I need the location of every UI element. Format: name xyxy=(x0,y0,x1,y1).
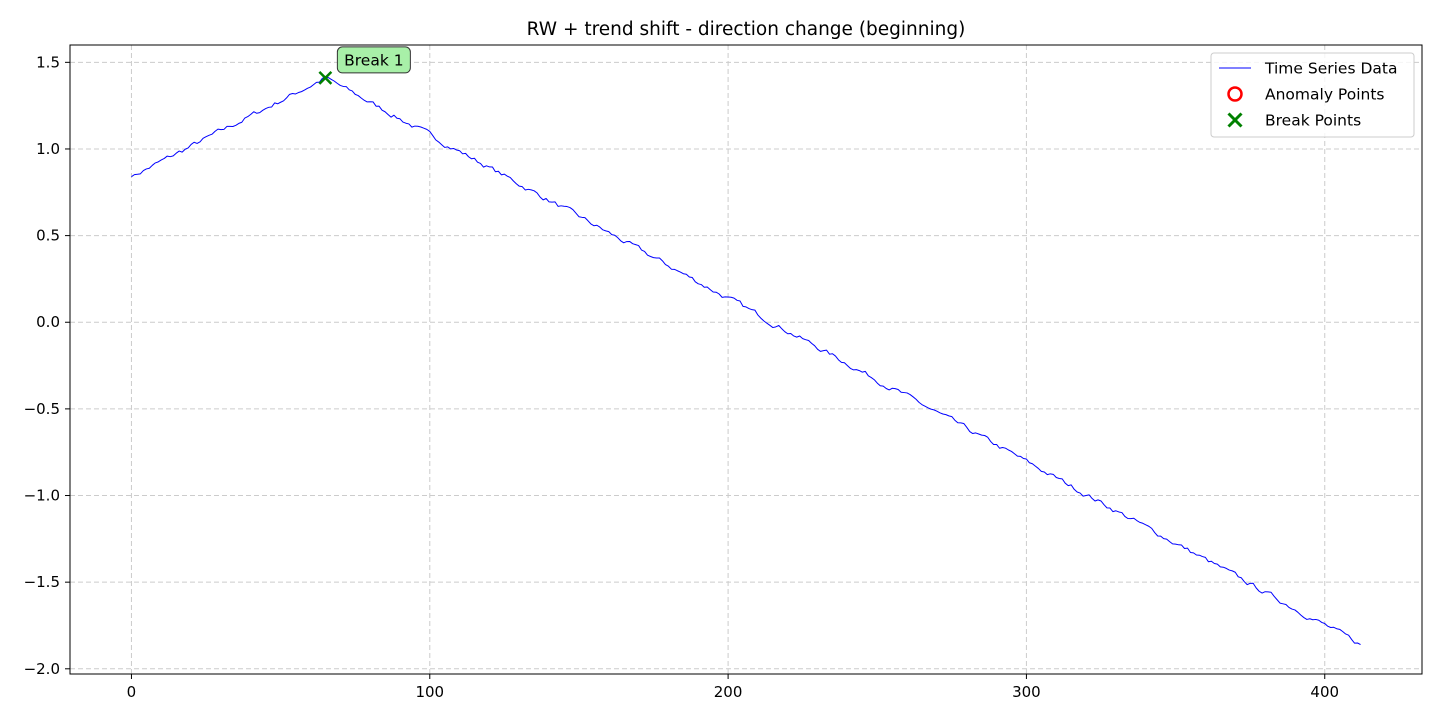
grid xyxy=(70,45,1422,674)
y-tick-label: −2.0 xyxy=(24,660,60,678)
y-tick-label: 1.0 xyxy=(36,140,60,158)
series-line-time-series-data xyxy=(131,76,1361,645)
chart-title: RW + trend shift - direction change (beg… xyxy=(527,19,966,40)
legend: Time Series Data Anomaly Points Break Poin… xyxy=(1210,52,1415,138)
axis-ticks: 0 100 200 300 400 1.5 1.0 0.5 0.0 −0.5 −1.0 −1.5 −2.… xyxy=(24,53,1340,701)
plot-area xyxy=(131,71,1361,645)
y-tick-label: −1.5 xyxy=(24,573,60,591)
legend-label: Break Points xyxy=(1265,112,1361,130)
x-tick-label: 0 xyxy=(127,683,137,701)
legend-label: Anomaly Points xyxy=(1265,86,1384,104)
y-tick-label: 0.0 xyxy=(36,313,60,331)
break-point-marker xyxy=(318,71,333,85)
x-tick-label: 400 xyxy=(1310,683,1339,701)
legend-box xyxy=(1210,52,1415,138)
y-tick-label: −1.0 xyxy=(24,487,60,505)
plot-frame xyxy=(69,44,1423,675)
x-tick-label: 200 xyxy=(714,683,743,701)
y-tick-label: 0.5 xyxy=(36,227,60,245)
y-tick-label: −0.5 xyxy=(24,400,60,418)
legend-label: Time Series Data xyxy=(1264,60,1397,78)
x-tick-label: 300 xyxy=(1012,683,1041,701)
legend-circle-icon xyxy=(1227,86,1243,102)
y-tick-label: 1.5 xyxy=(36,53,60,71)
legend-x-icon xyxy=(1227,112,1243,128)
annotations: Break 1 xyxy=(336,46,411,74)
break-annotation-label: Break 1 xyxy=(344,51,403,69)
x-tick-label: 100 xyxy=(415,683,444,701)
break-point-stroke xyxy=(318,71,333,85)
break-annotation-box xyxy=(336,46,411,74)
